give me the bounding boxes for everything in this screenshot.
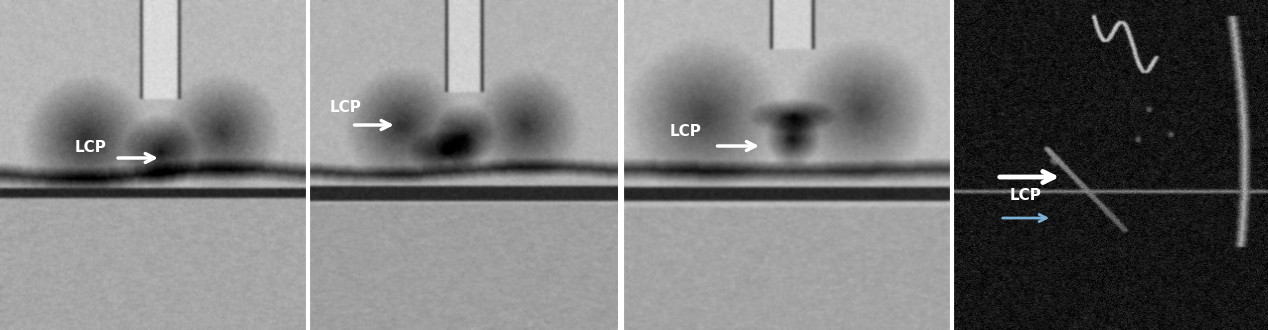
Text: LCP: LCP <box>670 124 701 140</box>
Text: LCP: LCP <box>1009 188 1041 204</box>
Text: LCP: LCP <box>75 141 107 155</box>
Text: LCP: LCP <box>330 101 361 115</box>
